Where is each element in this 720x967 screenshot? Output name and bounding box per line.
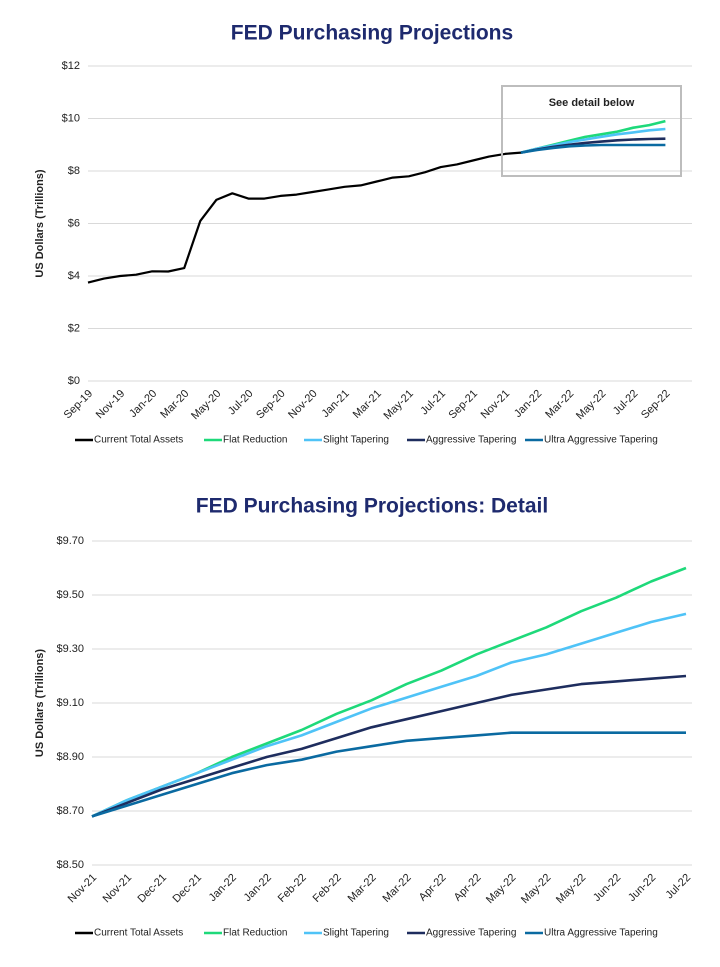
x-tick-label: May-22	[519, 872, 553, 906]
y-tick-label: $9.30	[56, 643, 84, 655]
x-tick-label: Jan-22	[242, 872, 274, 904]
y-tick-label: $0	[68, 375, 80, 387]
x-tick-label: Dec-21	[170, 872, 204, 906]
x-tick-label: Nov-20	[286, 388, 320, 422]
x-tick-label: May-21	[382, 388, 416, 422]
y-tick-label: $8.90	[56, 751, 84, 763]
legend-label: Slight Tapering	[323, 928, 389, 939]
x-tick-label: Dec-21	[136, 872, 170, 906]
y-tick-label: $6	[68, 217, 80, 229]
y-axis-title: US Dollars (Trillions)	[34, 649, 46, 758]
x-tick-label: Jul-22	[664, 872, 694, 902]
x-tick-label: Sep-20	[254, 388, 288, 422]
chart-title: FED Purchasing Projections: Detail	[196, 495, 548, 518]
x-tick-label: Jan-22	[512, 388, 544, 420]
legend-label: Ultra Aggressive Tapering	[544, 435, 658, 446]
legend-label: Flat Reduction	[223, 928, 287, 939]
x-tick-label: May-22	[554, 872, 588, 906]
annotation-box	[501, 85, 682, 177]
y-tick-label: $2	[68, 322, 80, 334]
x-tick-label: Mar-22	[381, 872, 414, 905]
x-tick-label: Sep-19	[62, 388, 96, 422]
y-tick-label: $9.10	[56, 697, 84, 709]
x-tick-label: Jun-22	[591, 872, 623, 904]
y-tick-label: $9.70	[56, 535, 84, 547]
x-tick-label: Apr-22	[417, 872, 449, 904]
x-tick-label: May-20	[189, 388, 223, 422]
legend-label: Current Total Assets	[94, 435, 183, 446]
series-line	[87, 151, 522, 284]
x-tick-label: Jan-22	[207, 872, 239, 904]
x-tick-label: Mar-20	[158, 388, 191, 421]
x-tick-label: May-22	[484, 872, 518, 906]
x-tick-label: Apr-22	[452, 872, 484, 904]
legend-label: Aggressive Tapering	[426, 928, 516, 939]
y-tick-label: $10	[62, 112, 80, 124]
series-line	[91, 731, 686, 818]
legend-label: Current Total Assets	[94, 928, 183, 939]
x-tick-label: Jul-22	[611, 388, 641, 418]
x-tick-label: Nov-19	[94, 388, 128, 422]
legend-label: Ultra Aggressive Tapering	[544, 928, 658, 939]
x-tick-label: Jun-22	[626, 872, 658, 904]
y-tick-label: $8.50	[56, 859, 84, 871]
y-tick-label: $9.50	[56, 589, 84, 601]
series-line	[91, 674, 687, 818]
chart-title: FED Purchasing Projections	[231, 22, 513, 45]
x-tick-label: Sep-22	[639, 388, 673, 422]
x-tick-label: Mar-22	[543, 388, 576, 421]
x-tick-label: Jan-20	[127, 388, 159, 420]
y-tick-label: $8.70	[56, 805, 84, 817]
y-tick-label: $12	[62, 60, 80, 72]
x-tick-label: Feb-22	[311, 872, 344, 905]
y-axis-title: US Dollars (Trillions)	[34, 169, 46, 278]
y-tick-label: $8	[68, 165, 80, 177]
legend-label: Flat Reduction	[223, 435, 287, 446]
x-tick-label: Nov-21	[479, 388, 513, 422]
x-tick-label: Jul-20	[226, 388, 256, 418]
x-tick-label: May-22	[574, 388, 608, 422]
legend-label: Aggressive Tapering	[426, 435, 516, 446]
x-tick-label: Nov-21	[101, 872, 135, 906]
y-tick-label: $4	[68, 270, 80, 282]
x-tick-label: Mar-21	[351, 388, 384, 421]
x-tick-label: Nov-21	[66, 872, 100, 906]
annotation: See detail below	[549, 97, 635, 109]
series-line	[91, 612, 687, 818]
series-line	[520, 143, 666, 154]
x-tick-label: Sep-21	[447, 388, 481, 422]
legend-label: Slight Tapering	[323, 435, 389, 446]
x-tick-label: Jan-21	[320, 388, 352, 420]
x-tick-label: Feb-22	[276, 872, 309, 905]
x-tick-label: Mar-22	[346, 872, 379, 905]
x-tick-label: Jul-21	[418, 388, 448, 418]
